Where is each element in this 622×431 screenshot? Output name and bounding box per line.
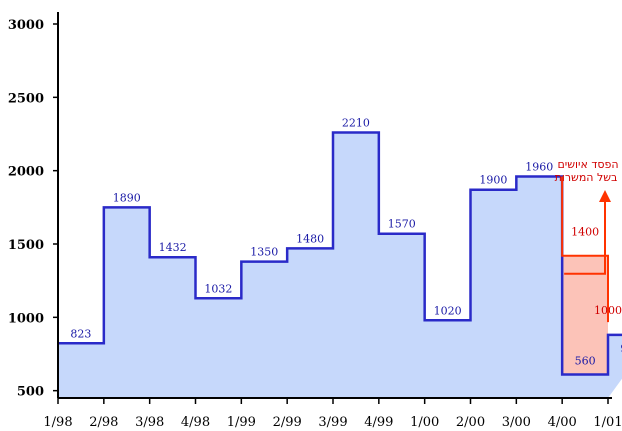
y-tick-label: 500 — [17, 385, 44, 400]
data-label: 823 — [70, 327, 91, 340]
data-label: 1900 — [479, 174, 507, 187]
x-tick-label: 1/01 — [593, 415, 622, 430]
data-label: 1020 — [434, 304, 462, 317]
loss-label: 1400 — [571, 226, 599, 239]
data-label: 1350 — [250, 246, 278, 259]
y-tick-label: 2000 — [8, 165, 44, 180]
data-label: 2210 — [342, 117, 370, 130]
loss-secondary-label: 1000 — [594, 304, 622, 317]
x-tick-label: 2/98 — [89, 415, 118, 430]
x-tick-label: 1/99 — [227, 415, 256, 430]
y-tick-label: 2500 — [8, 91, 44, 106]
x-tick-label: 2/99 — [273, 415, 302, 430]
x-tick-label: 3/99 — [318, 415, 347, 430]
annotation-line2: בשל המשרות — [555, 171, 618, 184]
data-label: 1960 — [525, 161, 553, 174]
data-label: 1480 — [296, 232, 324, 245]
annotation-arrow — [564, 198, 606, 275]
x-tick-label: 1/98 — [43, 415, 72, 430]
data-label: 900 — [620, 342, 622, 355]
area-fill — [58, 132, 622, 398]
y-tick-label: 3000 — [8, 18, 44, 33]
arrow-head-icon — [599, 190, 611, 202]
y-tick-label: 1500 — [8, 238, 44, 253]
x-tick-label: 4/98 — [181, 415, 210, 430]
data-label: 560 — [575, 355, 596, 368]
x-tick-label: 1/00 — [410, 415, 439, 430]
data-label: 1890 — [113, 191, 141, 204]
loss-area — [562, 255, 608, 375]
x-tick-label: 3/00 — [502, 415, 531, 430]
y-tick-label: 1000 — [8, 311, 44, 326]
annotation-line1: הפסד איושים — [557, 158, 618, 171]
data-label: 1570 — [388, 218, 416, 231]
loss-line — [561, 176, 609, 323]
x-tick-label: 3/98 — [135, 415, 164, 430]
x-tick-label: 4/99 — [364, 415, 393, 430]
data-label: 1032 — [204, 282, 232, 295]
data-label: 1432 — [159, 241, 187, 254]
x-tick-label: 4/00 — [548, 415, 577, 430]
x-tick-label: 2/00 — [456, 415, 485, 430]
step-line — [58, 131, 622, 376]
